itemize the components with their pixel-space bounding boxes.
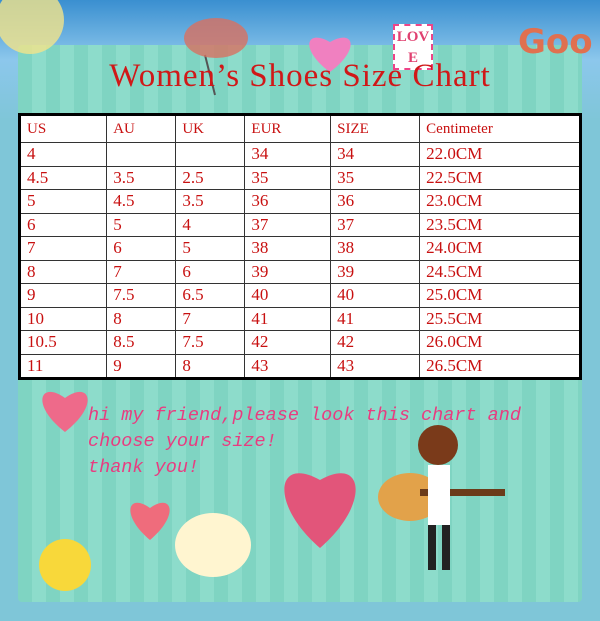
table-cell: 10.5 [18,330,108,355]
table-row: 6 5 4 37 37 23.5CM [18,212,581,237]
table-cell: 39 [244,259,332,284]
table-cell [175,142,246,167]
table-cell: 7 [18,236,108,261]
table-cell: 6 [18,212,108,237]
table-cell: 8 [18,259,108,284]
table-cell: 42 [330,330,421,355]
table-row: 8 7 6 39 39 24.5CM [18,259,581,284]
table-row: 4 34 34 22.0CM [18,142,581,167]
table-row: 10.5 8.5 7.5 42 42 26.0CM [18,330,581,355]
table-cell: 42 [244,330,332,355]
table-cell: 25.0CM [419,283,581,308]
table-cell: 26.5CM [419,353,581,379]
table-cell: 24.5CM [419,259,581,284]
table-row: 5 4.5 3.5 36 36 23.0CM [18,189,581,214]
table-cell: 36 [244,189,332,214]
table-cell: 37 [244,212,332,237]
header-row: US AU UK EUR SIZE Centimeter [18,114,581,143]
table-cell: 4 [18,142,108,167]
logo: Goo [518,22,593,62]
table-cell: 39 [330,259,421,284]
table-cell: 40 [244,283,332,308]
column-header: UK [175,114,246,143]
table-cell: 40 [330,283,421,308]
table-cell: 22.5CM [419,165,581,190]
table-cell: 9 [18,283,108,308]
table-row: 7 6 5 38 38 24.0CM [18,236,581,261]
table-cell: 34 [330,142,421,167]
table-cell: 7.5 [175,330,246,355]
table-cell: 38 [330,236,421,261]
table-cell: 37 [330,212,421,237]
table-cell: 41 [244,306,332,331]
table-cell [106,142,177,167]
table-cell: 5 [175,236,246,261]
table-cell: 6 [106,236,177,261]
table-cell: 43 [330,353,421,379]
column-header: SIZE [330,114,421,143]
column-header: AU [106,114,177,143]
table-cell: 8 [175,353,246,379]
table-cell: 41 [330,306,421,331]
table-cell: 35 [330,165,421,190]
message-line: hi my friend,please look this chart and [88,405,521,426]
table-cell: 7 [106,259,177,284]
table-cell: 25.5CM [419,306,581,331]
table-cell: 36 [330,189,421,214]
title: Women’s Shoes Size Chart [109,58,491,94]
table-row: 11 9 8 43 43 26.5CM [18,353,581,379]
table-cell: 22.0CM [419,142,581,167]
table-cell: 24.0CM [419,236,581,261]
table-cell: 5 [106,212,177,237]
message-line: choose your size! [88,431,277,452]
love-sticker: LOVE [393,24,433,70]
table-row: 10 8 7 41 41 25.5CM [18,306,581,331]
message-line: thank you! [88,457,200,478]
table-cell: 7.5 [106,283,177,308]
table-cell: 23.0CM [419,189,581,214]
table-cell: 8.5 [106,330,177,355]
column-header: US [18,114,108,143]
table-cell: 3.5 [106,165,177,190]
table-cell: 11 [18,353,108,379]
column-header: EUR [244,114,332,143]
table-cell: 23.5CM [419,212,581,237]
table-row: 4.5 3.5 2.5 35 35 22.5CM [18,165,581,190]
table-cell: 7 [175,306,246,331]
table-cell: 8 [106,306,177,331]
column-header: Centimeter [419,114,581,143]
size-table: US AU UK EUR SIZE Centimeter 4 34 34 22.0CM 4.5 3.5… [18,113,582,380]
table-cell: 26.0CM [419,330,581,355]
table-cell: 4.5 [18,165,108,190]
table-cell: 35 [244,165,332,190]
table-cell: 9 [106,353,177,379]
table-cell: 6.5 [175,283,246,308]
table-row: 9 7.5 6.5 40 40 25.0CM [18,283,581,308]
table-cell: 34 [244,142,332,167]
table-cell: 10 [18,306,108,331]
table-cell: 3.5 [175,189,246,214]
table-cell: 43 [244,353,332,379]
table-cell: 5 [18,189,108,214]
table-cell: 2.5 [175,165,246,190]
table-cell: 4.5 [106,189,177,214]
table-cell: 4 [175,212,246,237]
table-cell: 38 [244,236,332,261]
table-cell: 6 [175,259,246,284]
